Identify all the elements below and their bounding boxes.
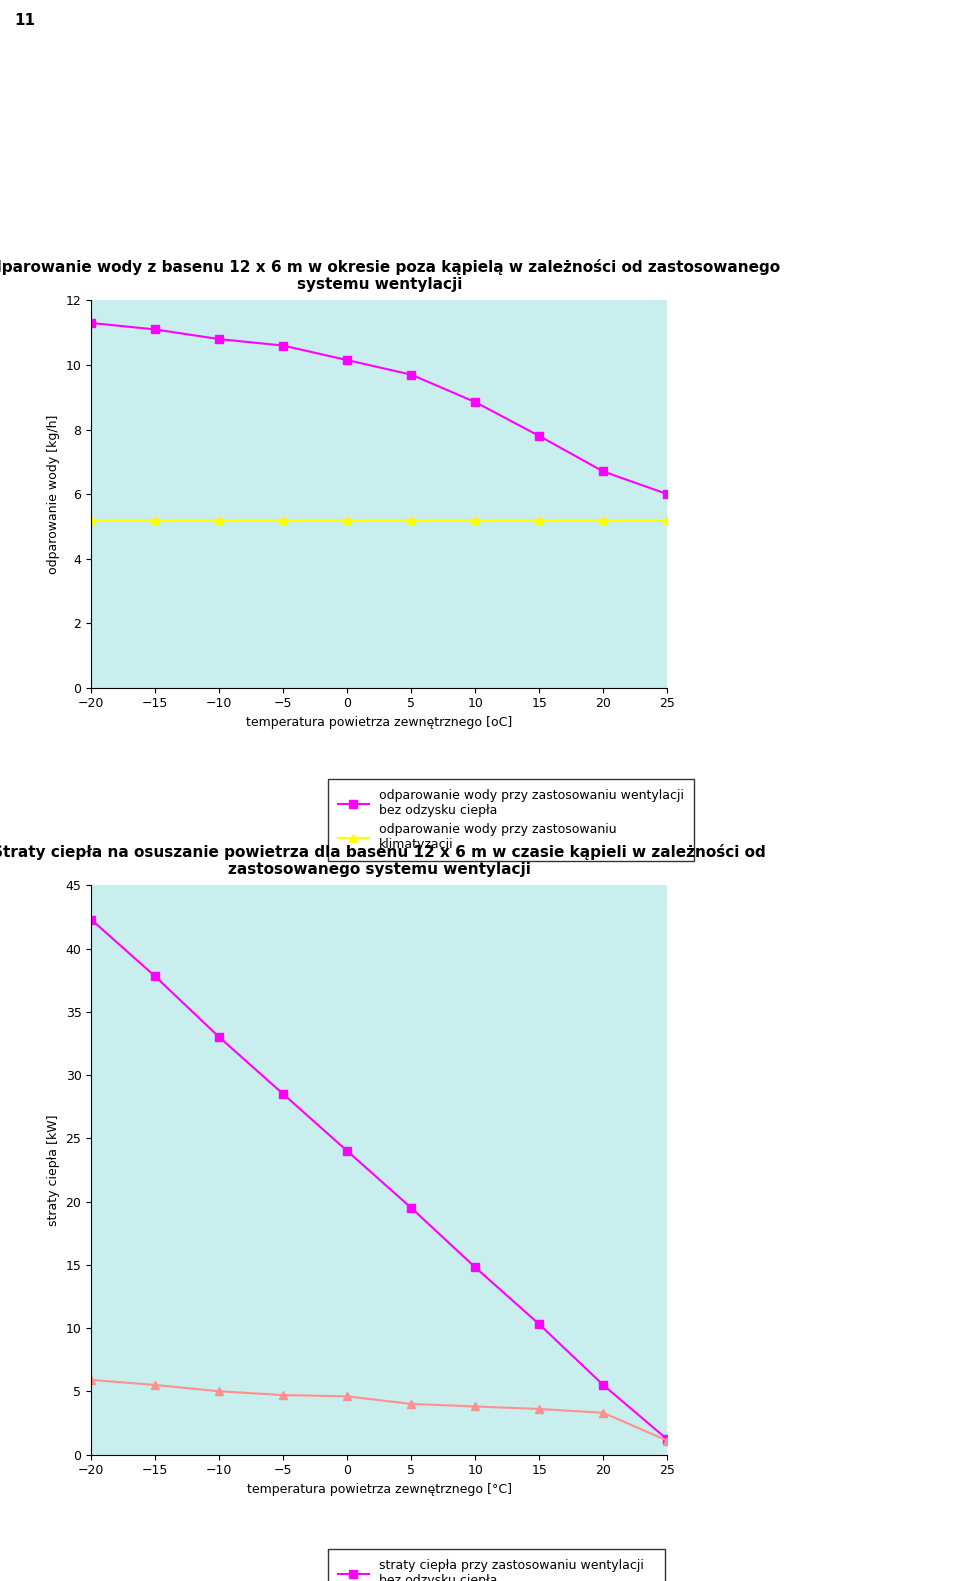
odparowanie wody przy zastosowaniu
klimatyzacji (85, 511, 97, 530)
Legend: odparowanie wody przy zastosowaniu wentylacji
bez odzysku ciepła, odparowanie wo: odparowanie wody przy zastosowaniu wenty… (328, 779, 694, 862)
odparowanie wody przy zastosowaniu
klimatyzacji (534, 511, 545, 530)
odparowanie wody przy zastosowaniu
klimatyzacji (277, 511, 289, 530)
straty ciepła przy zastosowaniu wentylacji
bez odzysku ciepła (277, 1085, 289, 1104)
Title: Straty ciepła na osuszanie powietrza dla basenu 12 x 6 m w czasie kąpieli w zale: Straty ciepła na osuszanie powietrza dla… (0, 844, 766, 877)
straty ciepła przy zastosowaniu klimatyzacji (469, 1398, 481, 1417)
straty ciepła przy zastosowaniu wentylacji
bez odzysku ciepła (661, 1429, 673, 1448)
straty ciepła przy zastosowaniu wentylacji
bez odzysku ciepła (85, 911, 97, 930)
odparowanie wody przy zastosowaniu
klimatyzacji (469, 511, 481, 530)
straty ciepła przy zastosowaniu klimatyzacji (597, 1404, 609, 1423)
odparowanie wody przy zastosowaniu wentylacji
bez odzysku ciepła (469, 392, 481, 411)
straty ciepła przy zastosowaniu klimatyzacji (213, 1382, 225, 1401)
straty ciepła przy zastosowaniu klimatyzacji (661, 1431, 673, 1450)
straty ciepła przy zastosowaniu klimatyzacji (534, 1399, 545, 1418)
odparowanie wody przy zastosowaniu
klimatyzacji (405, 511, 417, 530)
odparowanie wody przy zastosowaniu wentylacji
bez odzysku ciepła (405, 365, 417, 384)
straty ciepła przy zastosowaniu wentylacji
bez odzysku ciepła (405, 1198, 417, 1217)
straty ciepła przy zastosowaniu wentylacji
bez odzysku ciepła (534, 1315, 545, 1334)
straty ciepła przy zastosowaniu klimatyzacji (405, 1394, 417, 1413)
straty ciepła przy zastosowaniu klimatyzacji (277, 1385, 289, 1404)
Y-axis label: odparowanie wody [kg/h]: odparowanie wody [kg/h] (47, 414, 60, 574)
straty ciepła przy zastosowaniu wentylacji
bez odzysku ciepła (469, 1258, 481, 1277)
straty ciepła przy zastosowaniu wentylacji
bez odzysku ciepła (213, 1028, 225, 1047)
straty ciepła przy zastosowaniu wentylacji
bez odzysku ciepła (597, 1375, 609, 1394)
odparowanie wody przy zastosowaniu wentylacji
bez odzysku ciepła (597, 462, 609, 481)
straty ciepła przy zastosowaniu klimatyzacji (85, 1371, 97, 1390)
Line: straty ciepła przy zastosowaniu klimatyzacji: straty ciepła przy zastosowaniu klimatyz… (87, 1375, 671, 1445)
Legend: straty ciepła przy zastosowaniu wentylacji
bez odzysku ciepła, straty ciepła prz: straty ciepła przy zastosowaniu wentylac… (328, 1549, 665, 1581)
Line: straty ciepła przy zastosowaniu wentylacji
bez odzysku ciepła: straty ciepła przy zastosowaniu wentylac… (87, 915, 671, 1443)
straty ciepła przy zastosowaniu klimatyzacji (150, 1375, 161, 1394)
Title: Odparowanie wody z basenu 12 x 6 m w okresie poza kąpielą w zależności od zastos: Odparowanie wody z basenu 12 x 6 m w okr… (0, 259, 780, 292)
odparowanie wody przy zastosowaniu
klimatyzacji (597, 511, 609, 530)
odparowanie wody przy zastosowaniu
klimatyzacji (213, 511, 225, 530)
odparowanie wody przy zastosowaniu wentylacji
bez odzysku ciepła (342, 351, 353, 370)
Y-axis label: straty ciepła [kW]: straty ciepła [kW] (47, 1115, 60, 1225)
Line: odparowanie wody przy zastosowaniu wentylacji
bez odzysku ciepła: odparowanie wody przy zastosowaniu wenty… (87, 319, 671, 498)
odparowanie wody przy zastosowaniu wentylacji
bez odzysku ciepła (661, 484, 673, 503)
odparowanie wody przy zastosowaniu wentylacji
bez odzysku ciepła (85, 313, 97, 332)
X-axis label: temperatura powietrza zewnętrznego [°C]: temperatura powietrza zewnętrznego [°C] (247, 1483, 512, 1496)
odparowanie wody przy zastosowaniu wentylacji
bez odzysku ciepła (277, 337, 289, 356)
odparowanie wody przy zastosowaniu
klimatyzacji (342, 511, 353, 530)
odparowanie wody przy zastosowaniu wentylacji
bez odzysku ciepła (213, 330, 225, 349)
straty ciepła przy zastosowaniu wentylacji
bez odzysku ciepła (342, 1141, 353, 1160)
X-axis label: temperatura powietrza zewnętrznego [oC]: temperatura powietrza zewnętrznego [oC] (246, 716, 513, 729)
Line: odparowanie wody przy zastosowaniu
klimatyzacji: odparowanie wody przy zastosowaniu klima… (87, 515, 671, 523)
Text: 11: 11 (14, 13, 36, 27)
straty ciepła przy zastosowaniu klimatyzacji (342, 1387, 353, 1406)
odparowanie wody przy zastosowaniu
klimatyzacji (150, 511, 161, 530)
odparowanie wody przy zastosowaniu wentylacji
bez odzysku ciepła (534, 427, 545, 446)
odparowanie wody przy zastosowaniu wentylacji
bez odzysku ciepła (150, 319, 161, 338)
straty ciepła przy zastosowaniu wentylacji
bez odzysku ciepła (150, 968, 161, 987)
odparowanie wody przy zastosowaniu
klimatyzacji (661, 511, 673, 530)
